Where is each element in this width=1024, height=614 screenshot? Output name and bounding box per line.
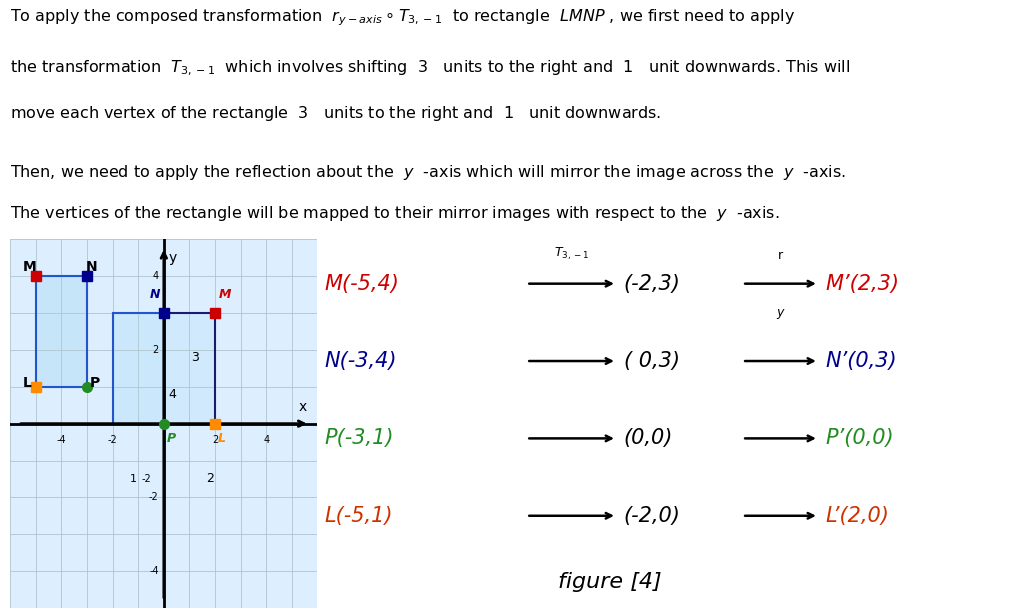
Text: -4: -4	[56, 435, 67, 445]
Text: (-2,3): (-2,3)	[624, 274, 681, 293]
Text: 4: 4	[263, 435, 269, 445]
Text: M(-5,4): M(-5,4)	[325, 274, 399, 293]
Text: x: x	[299, 400, 307, 414]
Text: N’(0,3): N’(0,3)	[825, 351, 897, 371]
Text: 1: 1	[130, 474, 136, 484]
Text: P(-3,1): P(-3,1)	[325, 429, 394, 448]
Text: 2: 2	[212, 435, 218, 445]
Polygon shape	[164, 313, 215, 424]
Text: move each vertex of the rectangle  $3$   units to the right and  $1$   unit down: move each vertex of the rectangle $3$ un…	[10, 104, 662, 123]
Text: (-2,0): (-2,0)	[624, 506, 681, 526]
Text: $T_{3,-1}$: $T_{3,-1}$	[554, 245, 589, 262]
Text: 2: 2	[153, 345, 159, 355]
Text: N: N	[150, 289, 160, 301]
Text: 4: 4	[153, 271, 159, 281]
Text: -2: -2	[108, 435, 118, 445]
Text: L: L	[217, 432, 225, 445]
Text: P’(0,0): P’(0,0)	[825, 429, 894, 448]
Text: y: y	[777, 306, 784, 319]
Text: 3: 3	[190, 351, 199, 364]
Text: -2: -2	[141, 474, 151, 484]
Text: 2: 2	[206, 472, 214, 486]
Text: N: N	[86, 260, 97, 274]
Text: L’(2,0): L’(2,0)	[825, 506, 890, 526]
Polygon shape	[36, 276, 87, 387]
Text: M: M	[24, 260, 37, 274]
Text: -4: -4	[150, 566, 159, 576]
Text: To apply the composed transformation  $r_{y-axis} \circ T_{3,-1}$  to rectangle : To apply the composed transformation $r_…	[10, 8, 796, 28]
Text: L(-5,1): L(-5,1)	[325, 506, 393, 526]
Text: The vertices of the rectangle will be mapped to their mirror images with respect: The vertices of the rectangle will be ma…	[10, 204, 779, 223]
Text: P: P	[166, 432, 175, 445]
Text: L: L	[24, 376, 32, 390]
Text: r: r	[778, 249, 783, 262]
Text: P: P	[90, 376, 100, 390]
Polygon shape	[113, 313, 164, 424]
Text: the transformation  $T_{3,-1}$  which involves shifting  $3$   units to the righ: the transformation $T_{3,-1}$ which invo…	[10, 58, 850, 78]
Text: M’(2,3): M’(2,3)	[825, 274, 900, 293]
Text: (0,0): (0,0)	[624, 429, 673, 448]
Text: Then, we need to apply the reflection about the  $y$  -axis which will mirror th: Then, we need to apply the reflection ab…	[10, 163, 846, 182]
Text: 4: 4	[169, 387, 177, 401]
Text: M: M	[219, 289, 231, 301]
Text: y: y	[169, 251, 177, 265]
Text: N(-3,4): N(-3,4)	[325, 351, 397, 371]
Text: ( 0,3): ( 0,3)	[624, 351, 680, 371]
Text: -2: -2	[148, 492, 159, 502]
Text: figure [4]: figure [4]	[558, 572, 662, 592]
